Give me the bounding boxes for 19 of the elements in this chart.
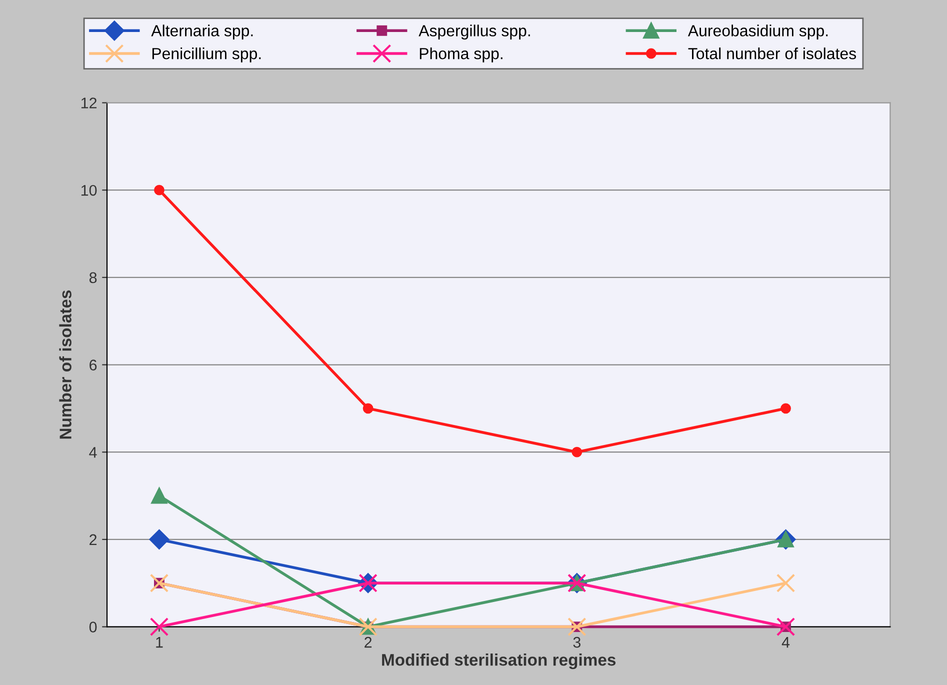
x-tick-label: 2 <box>364 636 372 648</box>
y-tick-label: 10 <box>81 184 97 196</box>
y-tick-label: 6 <box>90 360 97 370</box>
legend-label: Aureobasidium spp. <box>688 24 828 40</box>
legend-label: Aspergillus spp. <box>418 24 530 40</box>
legend-label: Penicillium spp. <box>152 48 261 62</box>
y-tick-label: 12 <box>81 98 97 108</box>
y-axis-title: Number of isolates <box>59 290 72 439</box>
y-tick-label: 0 <box>89 622 97 632</box>
y-tick-label: 4 <box>89 447 97 458</box>
x-tick-label: 1 <box>156 637 163 648</box>
x-tick-label: 4 <box>782 637 790 648</box>
legend-label: Alternaria spp. <box>151 24 253 40</box>
y-tick-label: 2 <box>90 534 97 545</box>
x-tick-label: 3 <box>573 636 580 648</box>
legend-label: Phoma spp. <box>420 48 502 62</box>
y-tick-label: 8 <box>89 272 97 284</box>
x-axis-title: Modified sterilisation regimes <box>382 654 616 670</box>
legend-label: Total number of isolates <box>688 48 856 60</box>
